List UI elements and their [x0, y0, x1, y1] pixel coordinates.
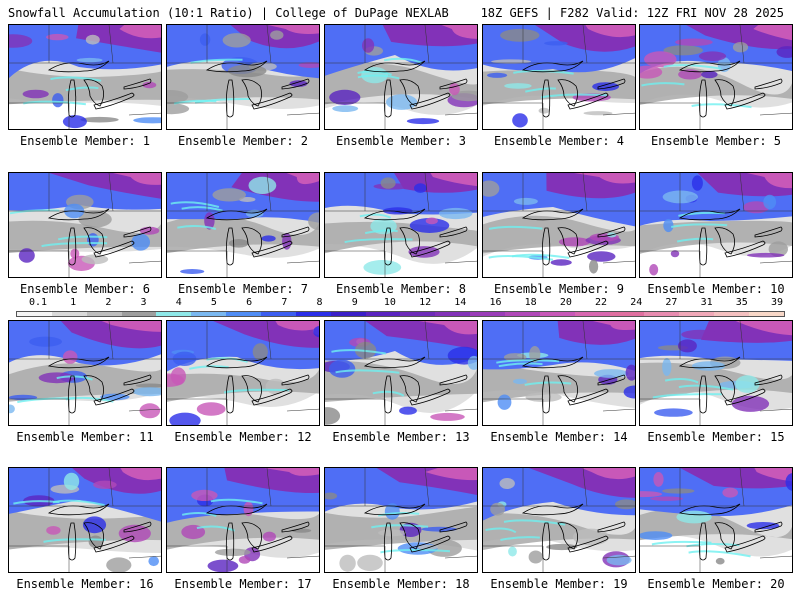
ensemble-map-panel: [639, 467, 793, 573]
ensemble-map-panel: [482, 24, 636, 130]
ensemble-map-panel: [482, 172, 636, 278]
ensemble-member-label: Ensemble Member: 5: [650, 134, 782, 148]
ensemble-member-label: Ensemble Member: 9: [493, 282, 625, 296]
colorbar-tick-label: 16: [489, 297, 502, 308]
colorbar-tick-label: 39: [770, 297, 784, 308]
ensemble-member-label: Ensemble Member: 14: [490, 430, 628, 444]
colorbar-swatch: [749, 312, 784, 316]
ensemble-map-panel: [8, 172, 162, 278]
colorbar-tick-label: 9: [351, 297, 358, 308]
colorbar-swatch: [51, 312, 87, 316]
ensemble-member-label: Ensemble Member: 12: [174, 430, 312, 444]
colorbar-swatch: [609, 312, 645, 316]
colorbar-tick-label: 18: [524, 297, 537, 308]
colorbar-swatch: [470, 312, 506, 316]
ensemble-map-panel: [166, 320, 320, 426]
ensemble-member-label: Ensemble Member: 3: [335, 134, 467, 148]
colorbar-tick-label: 24: [630, 297, 643, 308]
colorbar-tick-label: 0.1: [28, 297, 48, 308]
colorbar-swatch: [679, 312, 715, 316]
colorbar-tick-label: 8: [316, 297, 323, 308]
colorbar-swatch: [644, 312, 680, 316]
colorbar-swatch: [574, 312, 610, 316]
ensemble-map-panel: [482, 467, 636, 573]
header-title: Snowfall Accumulation (10:1 Ratio) | Col…: [8, 6, 449, 20]
ensemble-map-panel: [324, 172, 478, 278]
ensemble-member-label: Ensemble Member: 4: [493, 134, 625, 148]
colorbar-tick-label: 14: [454, 297, 467, 308]
ensemble-map-panel: [324, 467, 478, 573]
ensemble-map-panel: [166, 172, 320, 278]
ensemble-map-panel: [639, 172, 793, 278]
ensemble-member-label: Ensemble Member: 10: [647, 282, 785, 296]
colorbar-swatch: [156, 312, 192, 316]
ensemble-member-label: Ensemble Member: 1: [19, 134, 151, 148]
ensemble-map-panel: [8, 24, 162, 130]
colorbar-swatch: [121, 312, 157, 316]
ensemble-member-label: Ensemble Member: 16: [16, 577, 154, 591]
colorbar-tick-label: 5: [210, 297, 217, 308]
ensemble-member-label: Ensemble Member: 18: [332, 577, 470, 591]
colorbar-ticks: 0.1 1 2 3 4 5 6 7 8 9 10 12 14 16 18 20 22 24 27 31 35 39: [0, 297, 800, 309]
colorbar-tick-label: 22: [595, 297, 608, 308]
colorbar-swatch: [86, 312, 122, 316]
colorbar-tick-label: 12: [419, 297, 432, 308]
colorbar-swatch: [295, 312, 331, 316]
colorbar-tick-label: 10: [383, 297, 396, 308]
ensemble-member-label: Ensemble Member: 11: [16, 430, 154, 444]
ensemble-map-panel: [639, 320, 793, 426]
colorbar-swatch: [435, 312, 471, 316]
colorbar-tick-label: 2: [105, 297, 112, 308]
ensemble-map-panel: [639, 24, 793, 130]
ensemble-member-label: Ensemble Member: 7: [177, 282, 309, 296]
colorbar-swatch: [539, 312, 575, 316]
ensemble-member-label: Ensemble Member: 13: [332, 430, 470, 444]
colorbar: [16, 311, 785, 317]
colorbar-swatch: [714, 312, 750, 316]
colorbar-tick-label: 4: [175, 297, 182, 308]
ensemble-map-panel: [8, 320, 162, 426]
ensemble-map-panel: [8, 467, 162, 573]
ensemble-map-panel: [166, 24, 320, 130]
ensemble-map-panel: [324, 320, 478, 426]
header-valid-time: 18Z GEFS | F282 Valid: 12Z FRI NOV 28 20…: [480, 6, 784, 20]
colorbar-tick-label: 7: [281, 297, 288, 308]
colorbar-swatch: [505, 312, 540, 316]
colorbar-swatch: [17, 312, 52, 316]
colorbar-tick-label: 6: [246, 297, 253, 308]
colorbar-tick-label: 1: [70, 297, 77, 308]
ensemble-member-label: Ensemble Member: 8: [335, 282, 467, 296]
colorbar-swatch: [330, 312, 366, 316]
colorbar-tick-label: 27: [665, 297, 678, 308]
colorbar-tick-label: 3: [140, 297, 147, 308]
ensemble-member-label: Ensemble Member: 19: [490, 577, 628, 591]
ensemble-map-panel: [482, 320, 636, 426]
colorbar-tick-label: 31: [700, 297, 713, 308]
ensemble-member-label: Ensemble Member: 15: [647, 430, 785, 444]
colorbar-swatch: [365, 312, 401, 316]
colorbar-tick-label: 20: [559, 297, 572, 308]
ensemble-map-panel: [324, 24, 478, 130]
ensemble-map-panel: [166, 467, 320, 573]
ensemble-member-label: Ensemble Member: 6: [19, 282, 151, 296]
ensemble-member-label: Ensemble Member: 2: [177, 134, 309, 148]
colorbar-swatch: [191, 312, 227, 316]
colorbar-swatch: [226, 312, 262, 316]
colorbar-swatch: [400, 312, 436, 316]
ensemble-member-label: Ensemble Member: 17: [174, 577, 312, 591]
colorbar-swatch: [261, 312, 296, 316]
ensemble-member-label: Ensemble Member: 20: [647, 577, 785, 591]
colorbar-tick-label: 35: [735, 297, 748, 308]
